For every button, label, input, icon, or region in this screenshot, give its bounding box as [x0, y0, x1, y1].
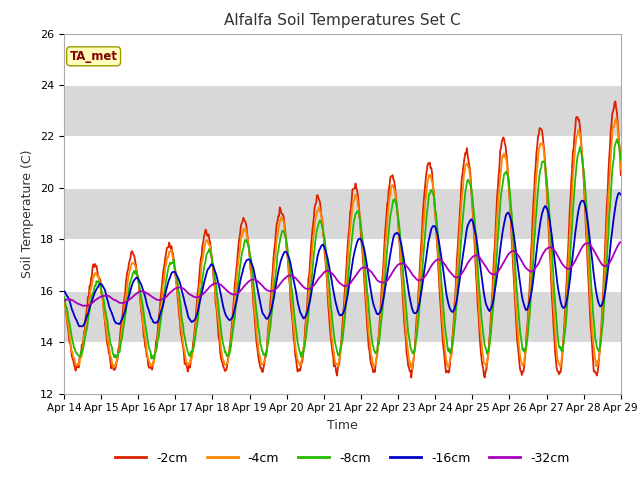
- Title: Alfalfa Soil Temperatures Set C: Alfalfa Soil Temperatures Set C: [224, 13, 461, 28]
- Legend: -2cm, -4cm, -8cm, -16cm, -32cm: -2cm, -4cm, -8cm, -16cm, -32cm: [110, 447, 575, 469]
- X-axis label: Time: Time: [327, 419, 358, 432]
- Y-axis label: Soil Temperature (C): Soil Temperature (C): [22, 149, 35, 278]
- Bar: [64, 240, 621, 291]
- Bar: [64, 136, 621, 188]
- Text: TA_met: TA_met: [70, 50, 118, 63]
- Bar: [64, 34, 621, 85]
- Bar: [64, 342, 621, 394]
